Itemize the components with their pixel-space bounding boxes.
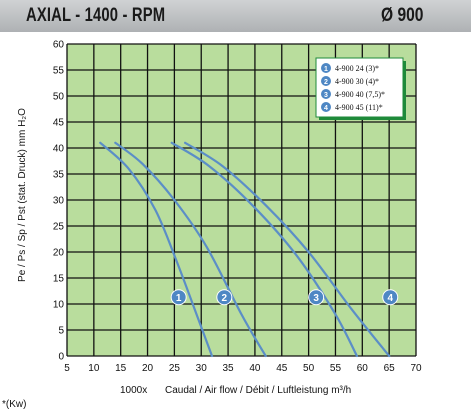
y-tick-label: 0 [58, 352, 64, 363]
series-marker-label-1: 1 [176, 293, 182, 304]
series-marker-4 [382, 289, 399, 306]
x-tick-label: 50 [303, 363, 315, 374]
x-tick-label: 25 [169, 363, 181, 374]
y-tick-label: 10 [53, 300, 65, 311]
legend-entry-1: 4-900 24 (3)* [335, 64, 379, 73]
footnote: *(Kw) [2, 399, 27, 410]
legend-marker-2 [321, 76, 331, 86]
x-tick-label: 30 [196, 363, 208, 374]
x-tick-label: 10 [88, 363, 100, 374]
y-tick-label: 55 [53, 66, 65, 77]
legend-entry-2: 4-900 30 (4)* [335, 77, 379, 86]
header-bar: AXIAL - 1400 - RPM Ø 900 [0, 0, 471, 32]
legend-entry-3: 4-900 40 (7,5)* [335, 90, 385, 99]
y-tick-label: 50 [53, 92, 65, 103]
legend-marker-label-2: 2 [324, 79, 328, 86]
legend-marker-label-4: 4 [324, 105, 328, 112]
x-tick-label: 60 [357, 363, 369, 374]
y-tick-label: 25 [53, 222, 65, 233]
x-tick-label: 65 [384, 363, 396, 374]
diameter-label: Ø 900 [381, 5, 424, 26]
y-tick-label: 45 [53, 118, 65, 129]
series-marker-label-3: 3 [313, 293, 319, 304]
y-axis-label: Pe / Ps / Sp / Pst (stat. Druck) mm H₂O [17, 108, 28, 282]
x-tick-label: 70 [410, 363, 422, 374]
series-line-4 [184, 141, 391, 358]
series-line-2 [114, 141, 267, 358]
legend-marker-label-3: 3 [324, 92, 328, 99]
x-axis-label: Caudal / Air flow / Débit / Luftleistung… [165, 385, 351, 396]
x-tick-label: 35 [223, 363, 235, 374]
x-tick-label: 20 [142, 363, 154, 374]
legend-marker-4 [321, 102, 331, 112]
series-line-3 [170, 141, 358, 358]
y-tick-label: 60 [53, 40, 65, 51]
series-marker-3 [308, 289, 325, 306]
series-line-1 [99, 141, 214, 358]
x-tick-label: 40 [249, 363, 261, 374]
y-tick-label: 35 [53, 170, 65, 181]
x-tick-label: 15 [115, 363, 127, 374]
x-tick-label: 45 [276, 363, 288, 374]
chart-title: AXIAL - 1400 - RPM [26, 5, 166, 26]
series-marker-2 [216, 289, 233, 306]
y-tick-label: 5 [58, 326, 64, 337]
y-tick-label: 30 [53, 196, 65, 207]
series-marker-label-2: 2 [222, 293, 228, 304]
y-tick-label: 20 [53, 248, 65, 259]
legend-marker-1 [321, 63, 331, 73]
legend-entry-4: 4-900 45 (11)* [335, 103, 383, 112]
series-marker-label-4: 4 [387, 293, 393, 304]
x-multiplier-label: 1000x [120, 385, 147, 396]
series-marker-1 [170, 289, 187, 306]
x-tick-label: 55 [330, 363, 342, 374]
y-tick-label: 15 [53, 274, 65, 285]
legend-marker-3 [321, 89, 331, 99]
y-tick-label: 40 [53, 144, 65, 155]
legend-marker-label-1: 1 [324, 66, 328, 73]
x-tick-label: 5 [64, 363, 70, 374]
